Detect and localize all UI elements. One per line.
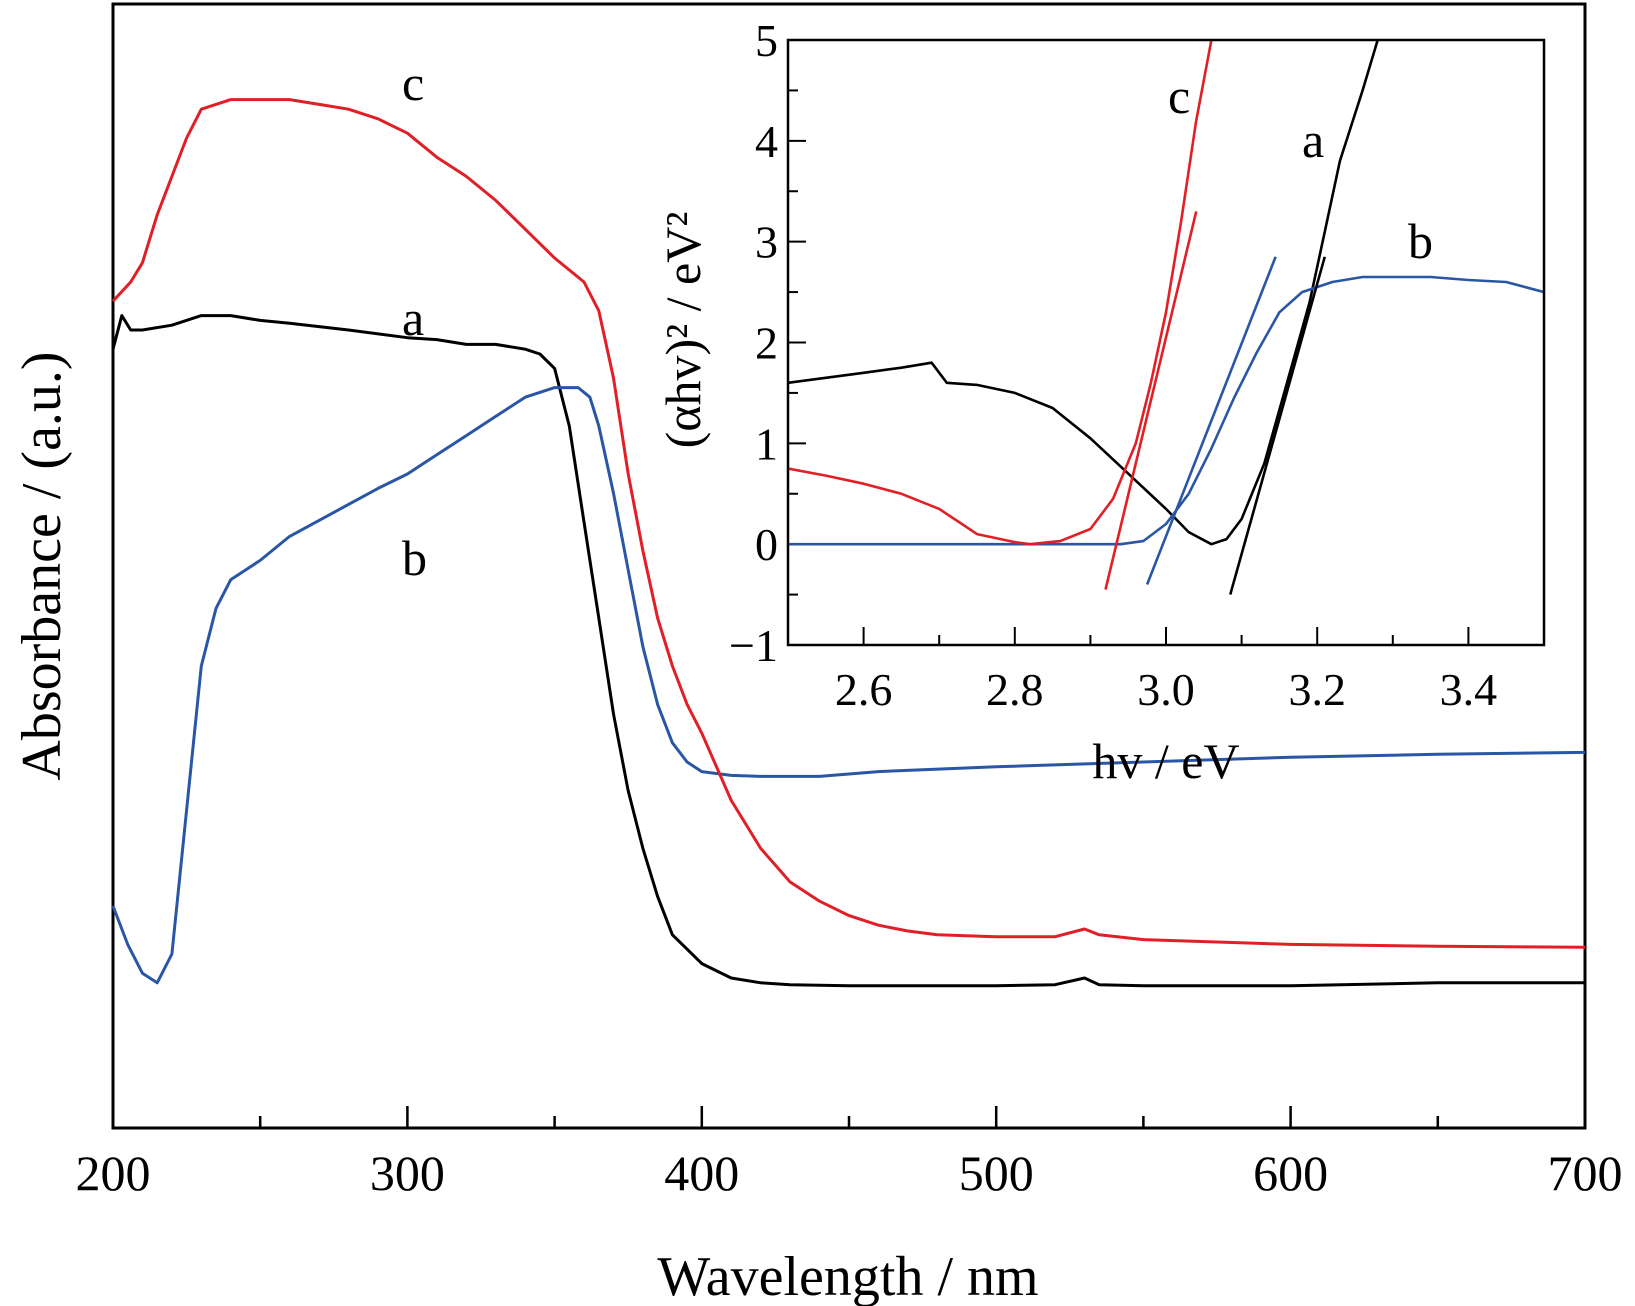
inset-x-tick-label: 3.2 [1288,664,1346,715]
main-chart: 200 300 400 500 600 700 c a b Wavelength / nm… [11,2,1623,1306]
inset-x-tick-label: 2.6 [835,664,893,715]
main-series [111,98,1586,988]
main-label-b: b [402,530,427,586]
main-label-c: c [402,55,424,111]
inset-y-tick-label: 5 [755,15,778,66]
inset-tangents [1104,211,1327,595]
inset-series [788,40,1544,546]
inset-chart: 2.6 2.8 3.0 3.2 3.4 −1 0 1 2 3 4 5 c a b hv / eV (α… [655,15,1546,789]
inset-x-tick-label: 3.4 [1440,664,1498,715]
main-curve-labels: c a b [402,55,427,586]
main-x-tick-label: 500 [959,1145,1034,1201]
main-y-axis-title: Absorbance / (a.u.) [11,351,73,780]
inset-label-a: a [1302,112,1324,168]
main-x-tick-label: 200 [76,1145,151,1201]
inset-y-tick-label: 4 [755,116,778,167]
main-series-b-line [111,386,1586,985]
inset-y-tick-label: −1 [729,620,778,671]
inset-series-c-line [788,40,1213,546]
inset-series-a-line [788,40,1379,546]
inset-label-c: c [1168,68,1190,124]
main-x-tick-label: 700 [1548,1145,1623,1201]
inset-y-tick-label: 0 [755,519,778,570]
main-x-tick-label: 600 [1253,1145,1328,1201]
main-x-tick-label: 300 [370,1145,445,1201]
inset-tangent-a [1229,256,1327,595]
inset-series-b-line [788,275,1544,546]
inset-x-axis-title: hv / eV [1092,733,1239,789]
inset-tick-labels: 2.6 2.8 3.0 3.2 3.4 −1 0 1 2 3 4 5 [729,15,1497,715]
main-label-a: a [402,290,424,346]
main-x-tick-label: 400 [664,1145,739,1201]
inset-label-b: b [1408,213,1433,269]
inset-plot-border [786,38,1546,647]
main-tick-labels: 200 300 400 500 600 700 [76,1145,1623,1201]
inset-curve-labels: c a b [1168,68,1433,269]
inset-y-tick-label: 3 [755,217,778,268]
inset-y-tick-label: 1 [755,418,778,469]
main-ticks [111,1106,1587,1128]
inset-y-axis-title: (αhv)² / eV² [655,212,711,449]
inset-y-tick-label: 2 [755,318,778,369]
inset-tangent-c [1104,211,1198,590]
main-series-c-line [111,98,1586,949]
inset-x-tick-label: 3.0 [1137,664,1195,715]
inset-tangent-b [1145,256,1277,585]
main-series-a-line [111,314,1585,988]
inset-x-tick-label: 2.8 [986,664,1044,715]
main-x-axis-title: Wavelength / nm [657,1246,1038,1306]
